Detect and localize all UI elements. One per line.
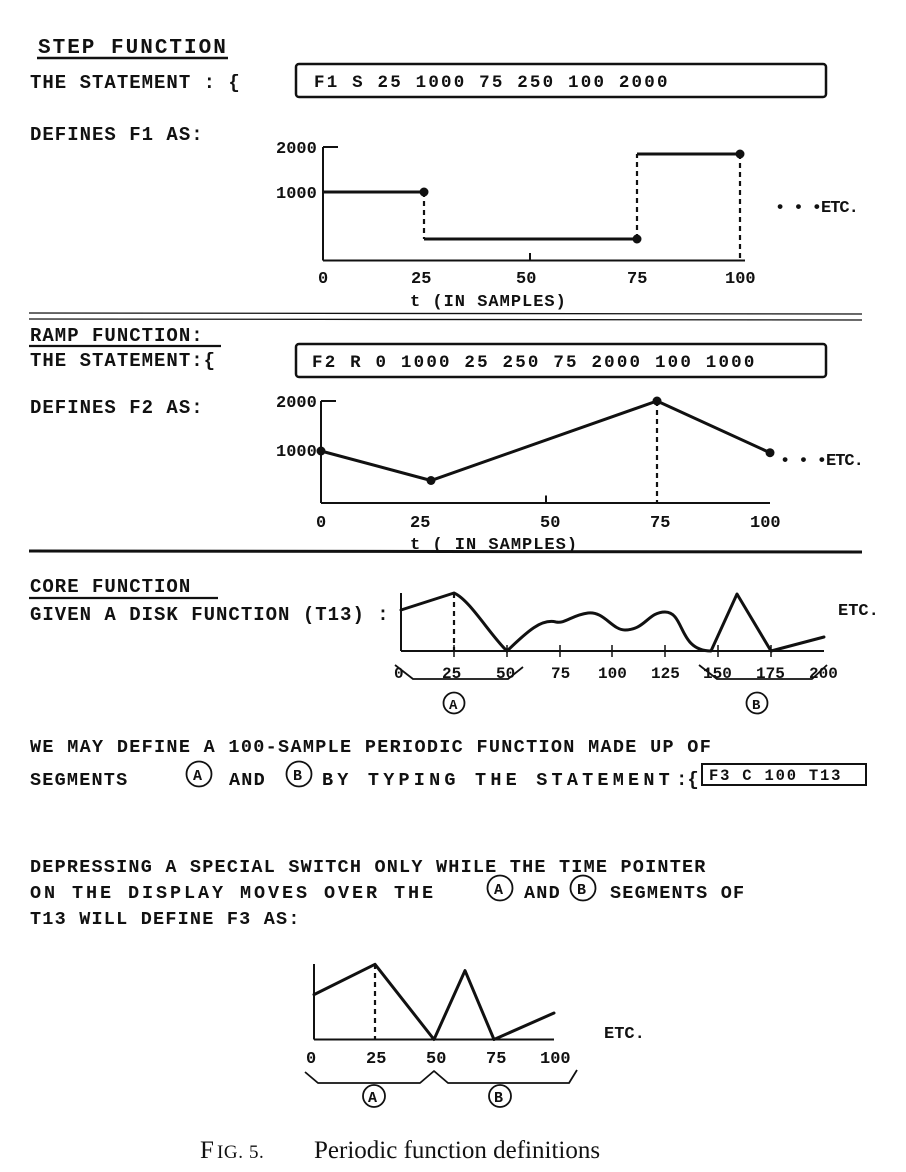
svg-text:A: A: [494, 882, 503, 899]
svg-text:RAMP FUNCTION:: RAMP FUNCTION:: [30, 325, 204, 347]
svg-text:THE STATEMENT : {: THE STATEMENT : {: [30, 72, 241, 94]
svg-text:B: B: [577, 882, 586, 899]
svg-text:A: A: [368, 1090, 377, 1107]
svg-text:AND: AND: [524, 883, 561, 904]
svg-text:75: 75: [551, 665, 570, 683]
svg-text:100: 100: [725, 270, 756, 289]
svg-text::{: :{: [676, 769, 699, 791]
svg-text:25: 25: [366, 1050, 386, 1069]
svg-text:BY TYPING THE STATEMENT: BY TYPING THE STATEMENT: [322, 770, 674, 791]
svg-text:50: 50: [540, 514, 560, 533]
svg-text:50: 50: [496, 665, 515, 683]
svg-text:F3 C 100 T13: F3 C 100 T13: [709, 767, 842, 785]
svg-text:A: A: [193, 768, 202, 785]
svg-text:Periodic function definitions: Periodic function definitions: [314, 1137, 600, 1164]
svg-text:• • •ETC.: • • •ETC.: [780, 452, 863, 471]
svg-text:ETC.: ETC.: [604, 1025, 645, 1044]
svg-text:2000: 2000: [276, 394, 317, 413]
svg-text:SEGMENTS: SEGMENTS: [30, 770, 128, 791]
svg-text:THE STATEMENT:{: THE STATEMENT:{: [30, 350, 216, 372]
svg-text:150: 150: [703, 665, 732, 683]
svg-text:25: 25: [442, 665, 461, 683]
svg-text:STEP FUNCTION: STEP FUNCTION: [38, 37, 228, 60]
svg-text:125: 125: [651, 665, 680, 683]
svg-text:• • •ETC.: • • •ETC.: [775, 199, 858, 218]
svg-text:100: 100: [598, 665, 627, 683]
svg-text:B: B: [494, 1090, 503, 1107]
svg-text:1000: 1000: [276, 443, 317, 462]
svg-text:50: 50: [516, 270, 536, 289]
svg-text:0: 0: [306, 1050, 316, 1069]
svg-text:T13 WILL DEFINE F3 AS:: T13 WILL DEFINE F3 AS:: [30, 909, 301, 930]
svg-text:2000: 2000: [276, 140, 317, 159]
svg-text:t (IN SAMPLES): t (IN SAMPLES): [410, 293, 567, 312]
svg-text:ETC.: ETC.: [838, 602, 879, 621]
svg-text:B: B: [752, 698, 761, 714]
svg-text:25: 25: [410, 514, 430, 533]
svg-text:CORE FUNCTION: CORE FUNCTION: [30, 576, 191, 598]
svg-text:DEFINES F1 AS:: DEFINES F1 AS:: [30, 124, 204, 146]
svg-text:175: 175: [756, 665, 785, 683]
svg-text:SEGMENTS OF: SEGMENTS OF: [610, 883, 745, 904]
svg-text:F: F: [200, 1137, 214, 1164]
svg-text:25: 25: [411, 270, 431, 289]
svg-text:75: 75: [627, 270, 647, 289]
svg-text:ON THE DISPLAY MOVES OVER THE: ON THE DISPLAY MOVES OVER THE: [30, 883, 436, 904]
svg-text:75: 75: [650, 514, 670, 533]
svg-text:75: 75: [486, 1050, 506, 1069]
svg-text:100: 100: [750, 514, 781, 533]
svg-text:1000: 1000: [276, 185, 317, 204]
svg-text:100: 100: [540, 1050, 571, 1069]
svg-text:AND: AND: [229, 770, 266, 791]
svg-text:B: B: [293, 768, 302, 785]
svg-text:F1 S 25 1000 75 250: F1 S 25 1000 75 250 100 2000: [314, 73, 670, 93]
svg-text:F2 R 0 1000 25 250 75 2: F2 R 0 1000 25 250 75 2000 100 1000: [312, 353, 757, 373]
svg-text:A: A: [449, 698, 458, 714]
svg-text:GIVEN A DISK FUNCTION (T13) :: GIVEN A DISK FUNCTION (T13) :: [30, 604, 390, 626]
svg-text:50: 50: [426, 1050, 446, 1069]
svg-text:DEPRESSING A SPECIAL SWITCH ON: DEPRESSING A SPECIAL SWITCH ONLY WHILE T…: [30, 857, 707, 878]
svg-text:DEFINES F2 AS:: DEFINES F2 AS:: [30, 397, 204, 419]
svg-text:0: 0: [316, 514, 326, 533]
svg-text:IG. 5.: IG. 5.: [217, 1142, 264, 1163]
svg-text:0: 0: [318, 270, 328, 289]
svg-text:WE MAY DEFINE A 100-SAMPLE PER: WE MAY DEFINE A 100-SAMPLE PERIODIC FUNC…: [30, 737, 712, 758]
